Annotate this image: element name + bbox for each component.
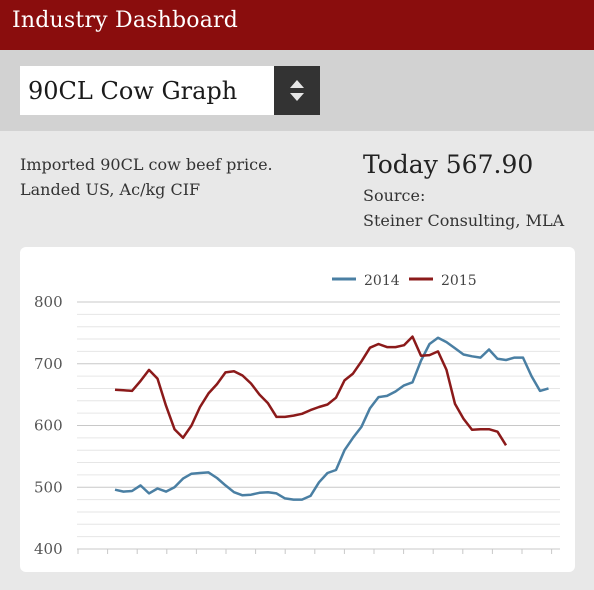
y-tick-label: 700 [34,355,63,373]
series-line-2015 [114,335,508,446]
header-bar: Industry Dashboard [0,0,594,50]
description-line-1: Imported 90CL cow beef price. [20,155,273,174]
legend-label-2015: 2015 [441,273,477,289]
graph-select[interactable]: 90CL Cow Graph [20,66,320,115]
legend-label-2014: 2014 [364,273,400,289]
price-chart: 400 500 600 700 800 2014 2015 [20,247,575,572]
price-chart-svg: 400 500 600 700 800 2014 2015 [34,273,560,558]
series-line-2014 [114,336,549,501]
y-tick-label: 800 [34,293,63,311]
today-label: Today [363,150,438,179]
today-value: 567.90 [445,150,534,179]
graph-select-value: 90CL Cow Graph [28,77,238,105]
arrow-down-icon [290,93,304,101]
description-line-2: Landed US, Ac/kg CIF [20,180,201,199]
source-label: Source: [363,186,426,205]
y-tick-label: 400 [34,540,63,558]
today-price: Today 567.90 [363,150,533,179]
page-title: Industry Dashboard [12,8,239,33]
y-tick-label: 600 [34,417,63,435]
y-tick-label: 500 [34,478,63,496]
up-down-arrows-icon[interactable] [274,66,320,115]
arrow-up-icon [290,80,304,88]
source-info: Source: Steiner Consulting, MLA [363,183,564,233]
source-value: Steiner Consulting, MLA [363,211,565,230]
selector-band: 90CL Cow Graph [0,50,594,131]
graph-description: Imported 90CL cow beef price. Landed US,… [20,152,340,202]
